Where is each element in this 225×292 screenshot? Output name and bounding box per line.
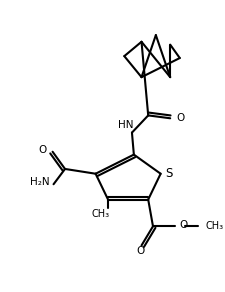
Text: HN: HN (117, 120, 133, 130)
Text: H₂N: H₂N (30, 177, 50, 187)
Text: S: S (166, 167, 173, 180)
Text: O: O (136, 246, 145, 256)
Text: O: O (176, 113, 184, 123)
Text: O: O (180, 220, 188, 230)
Text: CH₃: CH₃ (91, 209, 109, 219)
Text: CH₃: CH₃ (206, 221, 224, 231)
Text: O: O (39, 145, 47, 155)
